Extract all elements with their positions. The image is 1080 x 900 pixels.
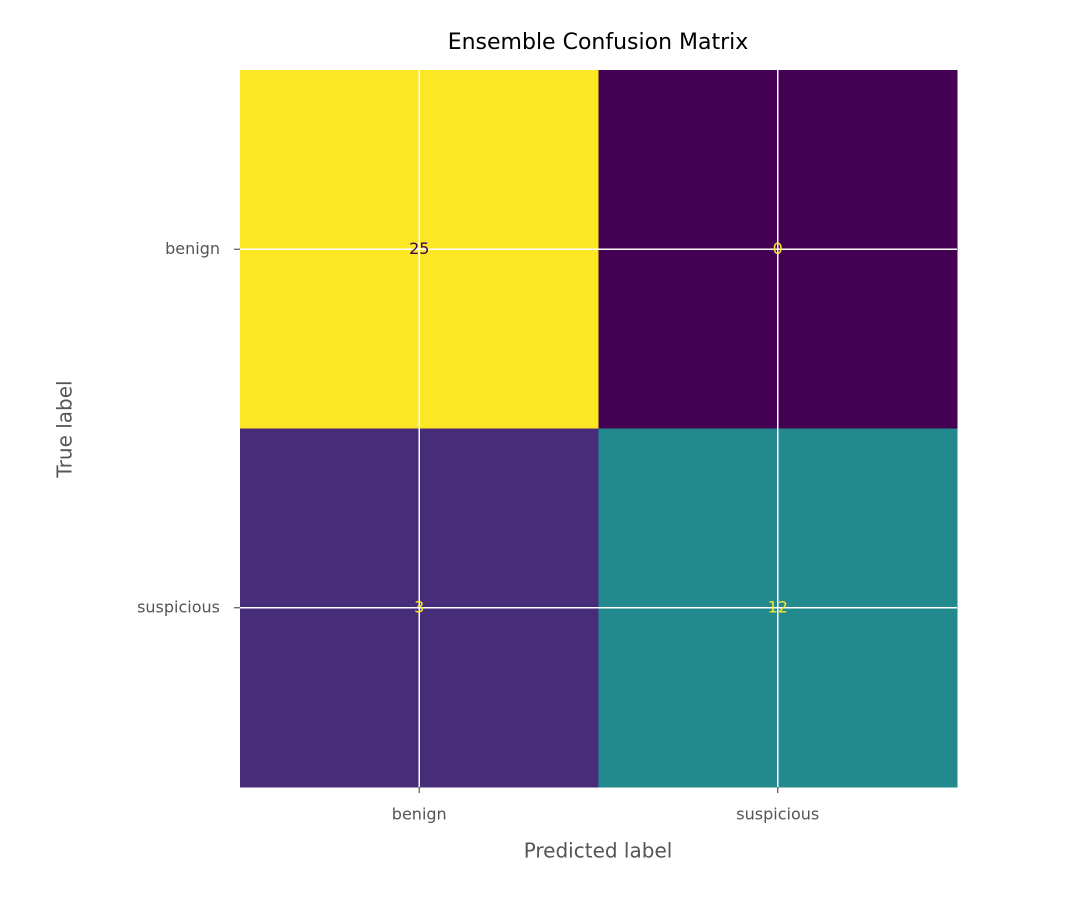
y-tick-label: suspicious [137,597,220,616]
y-axis-label: True label [53,380,77,478]
x-tick-label: benign [392,805,447,824]
x-tick-label: suspicious [736,805,819,824]
x-axis-label: Predicted label [524,839,673,863]
value-label: 12 [768,597,788,616]
value-label: 25 [409,239,429,258]
value-label: 0 [773,239,783,258]
value-label: 3 [414,597,424,616]
y-tick-label: benign [165,239,220,258]
chart-title: Ensemble Confusion Matrix [448,30,749,55]
